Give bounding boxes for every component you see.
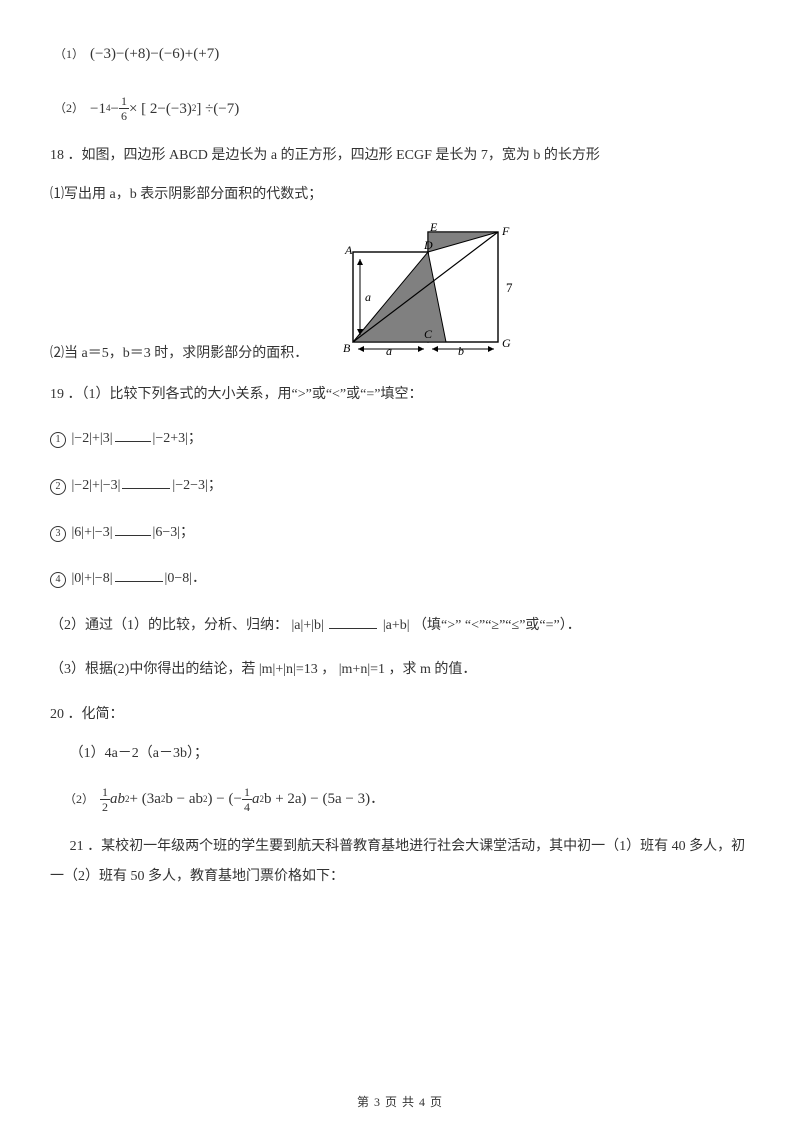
frac-den: 6 xyxy=(119,109,129,122)
q19-items: 1 |−2|+|3||−2+3|；2 |−2|+|−3||−2−3|；3 |6|… xyxy=(50,426,750,592)
arrow-l xyxy=(358,346,364,352)
expr-left: |−2|+|3| xyxy=(72,431,113,446)
q19-item: 3 |6|+|−3| |6−3|； xyxy=(50,520,750,547)
expr-right: |a+b| xyxy=(383,618,410,633)
label-A: A xyxy=(344,243,353,257)
frac-den: 4 xyxy=(242,800,252,813)
tail: ； xyxy=(188,431,202,446)
label-C: C xyxy=(424,327,433,341)
label-a2: a xyxy=(386,344,392,357)
expr-right: |0−8| xyxy=(165,571,193,586)
q17-sub1: （1） (−3)−(+8)−(−6)+(+7) xyxy=(54,40,750,69)
expr-part: a xyxy=(252,785,260,814)
q18-figure-row: ⑵当 a＝5，b＝3 时，求阴影部分的面积． A D E F B C G xyxy=(50,222,750,368)
label-D: D xyxy=(423,238,433,252)
arrow-r xyxy=(418,346,424,352)
q19-p2: （2）通过（1）的比较，分析、归纳： |a|+|b| |a+b| （填“>” “… xyxy=(50,613,750,640)
label-G: G xyxy=(502,336,511,350)
frac-num: 1 xyxy=(242,786,252,800)
expr-part: b + 2a) − (5a − 3) xyxy=(264,785,370,814)
tail: ； xyxy=(180,525,194,540)
q20-p2-expr: 12 ab2 + (3a2 b − ab2 ) − (− 14 a2 b + 2… xyxy=(100,785,370,814)
item-number: 4 xyxy=(50,572,66,588)
text-part: （2）通过（1）的比较，分析、归纳： xyxy=(50,618,288,633)
item-number: 2 xyxy=(50,479,66,495)
text-part: （3）根据(2)中你得出的结论，若 xyxy=(50,662,255,677)
page-footer: 第 3 页 共 4 页 xyxy=(0,1091,800,1114)
q17-sub2-expr: −14 − 16 × [ 2−(−3)2 ] ÷(−7) xyxy=(90,95,239,124)
frac-den: 2 xyxy=(100,800,110,813)
q18-figure: A D E F B C G a a b 7 xyxy=(318,222,533,368)
expr-right: |−2−3| xyxy=(172,478,207,493)
geometry-diagram: A D E F B C G a a b 7 xyxy=(318,222,533,357)
text-part: ，求 m 的值． xyxy=(389,662,477,677)
q17-sub2-label: （2） xyxy=(54,97,84,120)
expr-left: |−2|+|−3| xyxy=(72,478,121,493)
expr-part: − xyxy=(110,95,118,124)
fill-blank[interactable] xyxy=(329,615,377,629)
text-part: ， xyxy=(321,662,335,677)
expr-right: |−2+3| xyxy=(153,431,188,446)
q19-item: 2 |−2|+|−3| |−2−3|； xyxy=(50,473,750,500)
expr-tail: ． xyxy=(370,787,384,814)
expr-part: ] ÷(−7) xyxy=(196,95,239,124)
q19-item: 1 |−2|+|3| |−2+3|； xyxy=(50,426,750,453)
label-a: a xyxy=(365,290,371,304)
q18-p1: ⑴写出用 a，b 表示阴影部分面积的代数式； xyxy=(50,182,750,209)
q19-item: 4 |0|+|−8| |0−8|． xyxy=(50,566,750,593)
fraction: 16 xyxy=(119,95,129,122)
label-E: E xyxy=(429,222,438,234)
text-part: （填“>” “<”“≥”“≤”或“=”）． xyxy=(413,618,581,633)
arrow-l2 xyxy=(432,346,438,352)
q20-p2: （2） 12 ab2 + (3a2 b − ab2 ) − (− 14 a2 b… xyxy=(50,785,750,814)
q20-p1: （1）4a－2（a－3b）； xyxy=(50,741,750,768)
expr-part: ab xyxy=(110,785,125,814)
shade-upper xyxy=(428,232,498,252)
expr-left: |a|+|b| xyxy=(292,618,324,633)
fraction: 14 xyxy=(242,786,252,813)
expr-left: |0|+|−8| xyxy=(72,571,113,586)
q20-p2-label: （2） xyxy=(64,788,94,811)
q17-sub1-expr: (−3)−(+8)−(−6)+(+7) xyxy=(90,40,219,69)
q18-heading: 18 ．如图，四边形 ABCD 是边长为 a 的正方形，四边形 ECGF 是长为… xyxy=(50,143,750,170)
item-number: 1 xyxy=(50,432,66,448)
q18-p2: ⑵当 a＝5，b＝3 时，求阴影部分的面积． xyxy=(50,341,308,368)
q19-heading: 19 ．（1）比较下列各式的大小关系，用“>”或“<”或“=”填空： xyxy=(50,382,750,409)
expr: |m|+|n|=13 xyxy=(259,662,318,677)
q19-p3: （3）根据(2)中你得出的结论，若 |m|+|n|=13 ， |m+n|=1 ，… xyxy=(50,657,750,684)
frac-num: 1 xyxy=(119,95,129,109)
label-B: B xyxy=(343,341,351,355)
tail: ． xyxy=(192,571,206,586)
q17-sub2: （2） −14 − 16 × [ 2−(−3)2 ] ÷(−7) xyxy=(54,95,750,124)
expr-left: |6|+|−3| xyxy=(72,525,113,540)
fraction: 12 xyxy=(100,786,110,813)
frac-num: 1 xyxy=(100,786,110,800)
label-7: 7 xyxy=(506,280,513,295)
fill-blank[interactable] xyxy=(115,428,151,442)
fill-blank[interactable] xyxy=(115,568,163,582)
arrow-up xyxy=(357,259,363,265)
q17-sub1-label: （1） xyxy=(54,43,84,66)
fill-blank[interactable] xyxy=(122,475,170,489)
expr-part: b − ab xyxy=(165,785,203,814)
expr-part: × [ 2−(−3) xyxy=(129,95,192,124)
expr-part: −1 xyxy=(90,95,106,124)
expr-part: + (3a xyxy=(130,785,161,814)
expr-right: |6−3| xyxy=(153,525,181,540)
q20-heading: 20 ．化简： xyxy=(50,702,750,729)
tail: ； xyxy=(208,478,222,493)
expr: |m+n|=1 xyxy=(339,662,385,677)
expr-part: ) − (− xyxy=(208,785,242,814)
label-F: F xyxy=(501,224,510,238)
label-b: b xyxy=(458,344,464,357)
item-number: 3 xyxy=(50,526,66,542)
q21-text: 21 ．某校初一年级两个班的学生要到航天科普教育基地进行社会大课堂活动，其中初一… xyxy=(50,832,750,894)
arrow-r2 xyxy=(488,346,494,352)
fill-blank[interactable] xyxy=(115,522,151,536)
